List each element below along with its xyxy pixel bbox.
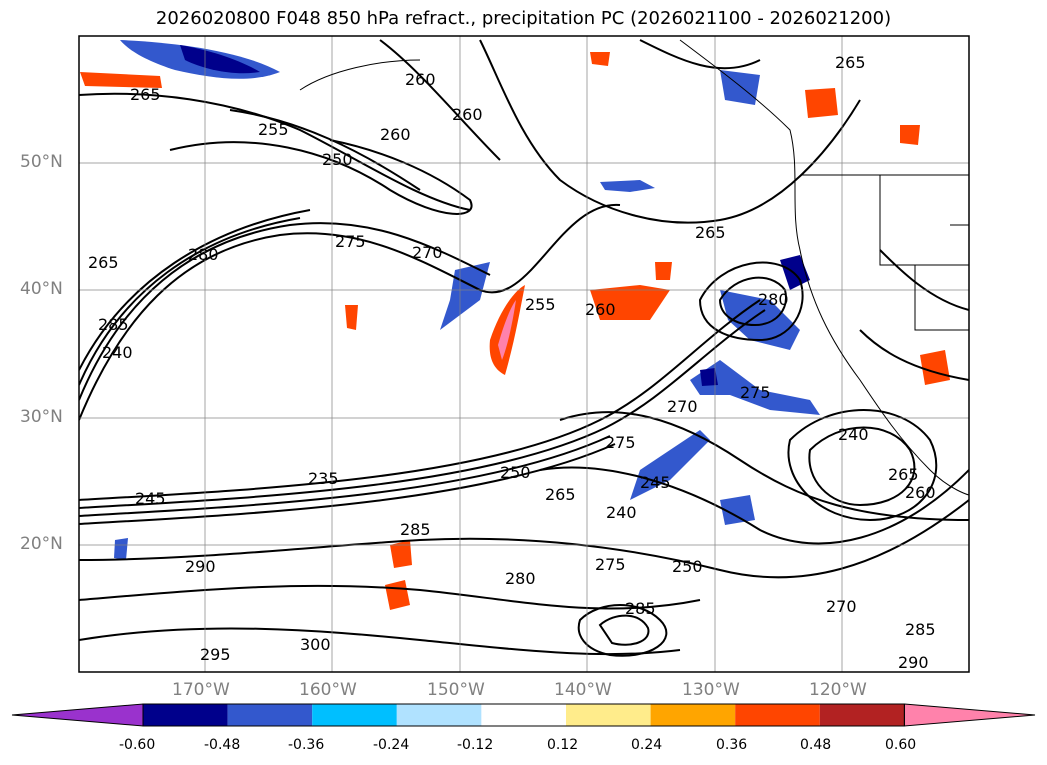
colorbar-tick: -0.48 xyxy=(204,737,241,753)
colorbar-tick: 0.12 xyxy=(547,737,579,753)
lat-label: 30°N xyxy=(20,407,63,427)
contour-label: 285 xyxy=(400,520,431,539)
lat-label: 40°N xyxy=(20,279,63,299)
colorbar-tick: -0.36 xyxy=(288,737,325,753)
lon-label: 150°W xyxy=(427,680,485,700)
contour-label: 240 xyxy=(606,503,637,522)
colorbar-swatch xyxy=(566,704,651,726)
colorbar-swatch xyxy=(143,704,228,726)
contour-label: 240 xyxy=(102,343,133,362)
contour-label: 300 xyxy=(300,635,331,654)
contour-label: 265 xyxy=(695,223,726,242)
contour-label: 280 xyxy=(188,245,219,264)
contour-label: 290 xyxy=(185,557,216,576)
contour-label: 295 xyxy=(200,645,231,664)
contour-label: 270 xyxy=(667,397,698,416)
colorbar-swatch xyxy=(735,704,820,726)
colorbar-swatch xyxy=(312,704,397,726)
contour-label: 255 xyxy=(525,295,556,314)
contour-label: 235 xyxy=(308,469,339,488)
colorbar-swatch xyxy=(650,704,736,726)
contour-label: 290 xyxy=(898,653,929,672)
graticule xyxy=(79,36,969,672)
colorbar-tick: 0.24 xyxy=(631,737,663,753)
contour-label: 285 xyxy=(905,620,936,639)
contour-label: 285 xyxy=(98,315,129,334)
contour-label: 250 xyxy=(672,557,703,576)
colorbar-tick: -0.60 xyxy=(119,737,156,753)
coastlines xyxy=(299,39,969,496)
lat-label: 20°N xyxy=(20,534,63,554)
colorbar-extend-high xyxy=(903,703,1036,727)
colorbar-swatch xyxy=(819,704,905,726)
refractivity-contours xyxy=(79,39,969,657)
contour-label: 280 xyxy=(758,290,789,309)
contour-label: 270 xyxy=(826,597,857,616)
lon-label: 170°W xyxy=(172,680,230,700)
contour-label: 270 xyxy=(412,243,443,262)
contour-label: 255 xyxy=(258,120,289,139)
colorbar-tick: 0.36 xyxy=(716,737,748,753)
contour-label: 265 xyxy=(835,53,866,72)
contour-label: 245 xyxy=(135,489,166,508)
precip-red-areas xyxy=(80,52,950,610)
contour-label: 275 xyxy=(595,555,626,574)
contour-label: 260 xyxy=(905,483,936,502)
contour-label: 265 xyxy=(545,485,576,504)
contour-label: 275 xyxy=(605,433,636,452)
colorbar-swatch xyxy=(396,704,482,726)
contour-label: 240 xyxy=(838,425,869,444)
contour-label: 250 xyxy=(322,150,353,169)
contour-labels: 265 255 260 260 250 265 265 275 270 265 … xyxy=(88,53,936,672)
colorbar-swatch xyxy=(227,704,313,726)
colorbar-swatch xyxy=(481,704,566,726)
lat-label: 50°N xyxy=(20,152,63,172)
lon-label: 120°W xyxy=(809,680,867,700)
contour-label: 275 xyxy=(740,383,771,402)
colorbar-tick: 0.48 xyxy=(800,737,832,753)
contour-label: 250 xyxy=(500,463,531,482)
colorbar-extend-low xyxy=(11,703,144,727)
lon-label: 160°W xyxy=(299,680,357,700)
contour-label: 265 xyxy=(888,465,919,484)
contour-label: 265 xyxy=(130,85,161,104)
contour-label: 260 xyxy=(405,70,436,89)
contour-label: 280 xyxy=(505,569,536,588)
colorbar-tick: -0.12 xyxy=(457,737,494,753)
lon-label: 140°W xyxy=(554,680,612,700)
contour-label: 245 xyxy=(640,473,671,492)
colorbar-tick: -0.24 xyxy=(373,737,410,753)
map-title: 2026020800 F048 850 hPa refract., precip… xyxy=(155,8,892,29)
colorbar-tick: 0.60 xyxy=(885,737,917,753)
colorbar xyxy=(11,703,1036,727)
colorbar-frame xyxy=(142,703,905,727)
contour-label: 260 xyxy=(585,300,616,319)
contour-label: 260 xyxy=(452,105,483,124)
contour-label: 275 xyxy=(335,232,366,251)
lon-label: 130°W xyxy=(682,680,740,700)
contour-label: 265 xyxy=(88,253,119,272)
plot-frame xyxy=(78,35,970,673)
contour-label: 285 xyxy=(625,599,656,618)
contour-label: 260 xyxy=(380,125,411,144)
